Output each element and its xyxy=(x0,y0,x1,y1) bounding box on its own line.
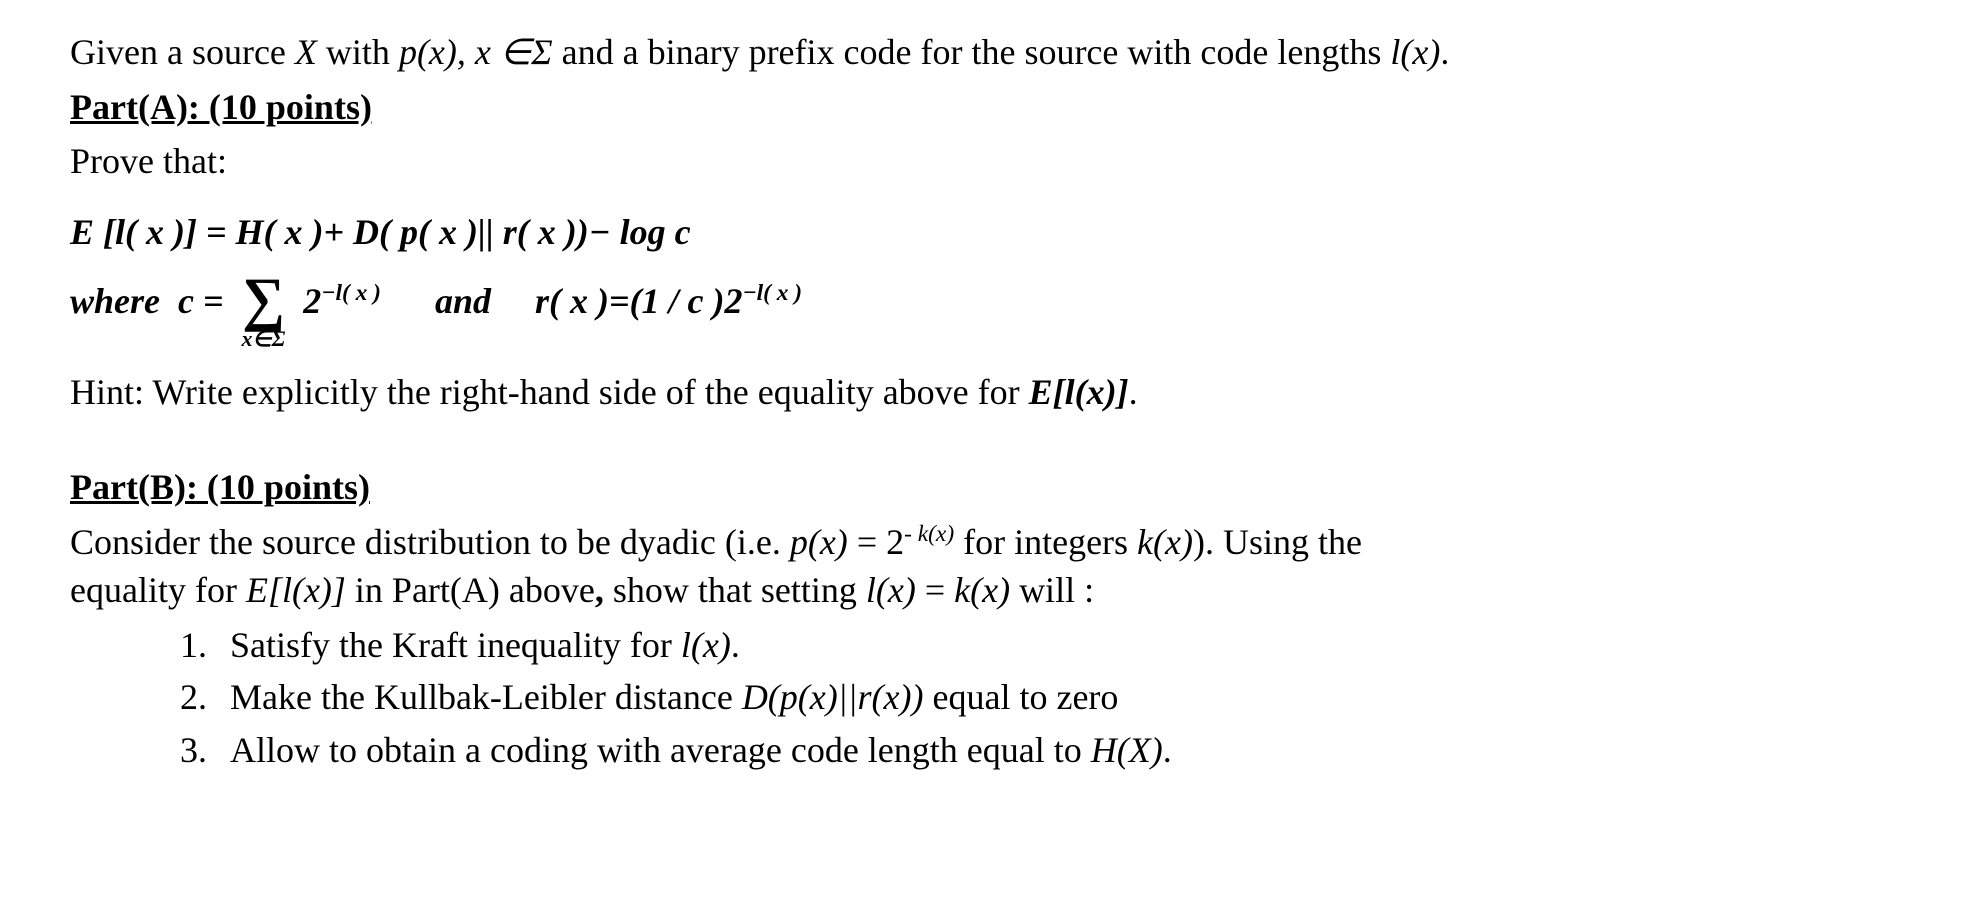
li1-lx: l(x) xyxy=(681,625,731,665)
list-item: Make the Kullbak-Leibler distance D(p(x)… xyxy=(180,673,1894,722)
summation: ∑ x∈Σ xyxy=(242,272,286,350)
li3b: . xyxy=(1163,730,1172,770)
and-label: and xyxy=(435,277,491,326)
hint-line: Hint: Write explicitly the right-hand si… xyxy=(70,368,1894,417)
intro-sigma: Σ xyxy=(531,32,561,72)
equation-block: E [l( x )] = H( x )+ D( p( x )|| r( x ))… xyxy=(70,208,1894,341)
intro-lofx: l(x) xyxy=(1390,32,1440,72)
part-b-heading-line: Part(B): (10 points) xyxy=(70,463,1894,512)
hint-elx: E[l(x)] xyxy=(1029,372,1129,412)
two-exp: −l( x ) xyxy=(321,280,381,306)
pb-exp: - k(x) xyxy=(904,521,954,547)
pb-px: p(x) xyxy=(790,522,848,562)
sum-subscript: x∈Σ xyxy=(242,328,286,350)
hint-prefix: Hint: Write explicitly the right-hand si… xyxy=(70,372,1029,412)
intro-period: . xyxy=(1440,32,1449,72)
pb-lx: l(x) xyxy=(866,570,916,610)
intro-line: Given a source X with p(x), x ∈Σ and a b… xyxy=(70,28,1894,77)
li3a: Allow to obtain a coding with average co… xyxy=(230,730,1091,770)
two-power-neg-lx: 2−l( x ) xyxy=(303,277,381,326)
pb-comma: , xyxy=(595,570,604,610)
li1b: . xyxy=(731,625,740,665)
part-b-para-line1: Consider the source distribution to be d… xyxy=(70,518,1894,567)
r-exp: −l( x ) xyxy=(742,280,802,306)
part-b-para-line2: equality for E[l(x)] in Part(A) above, s… xyxy=(70,566,1894,615)
two-base: 2 xyxy=(303,281,321,321)
li2-d: D(p(x)||r(x)) xyxy=(742,677,924,717)
li2a: Make the Kullbak-Leibler distance xyxy=(230,677,742,717)
li1a: Satisfy the Kraft inequality for xyxy=(230,625,681,665)
intro-in: ∈ xyxy=(500,32,531,72)
equation-main: E [l( x )] = H( x )+ D( p( x )|| r( x ))… xyxy=(70,208,1894,257)
pb-2a: equality for xyxy=(70,570,246,610)
pb-1c: ). Using the xyxy=(1193,522,1362,562)
list-item: Satisfy the Kraft inequality for l(x). xyxy=(180,621,1894,670)
sigma-icon: ∑ xyxy=(242,272,285,326)
pb-el: E[l(x)] xyxy=(246,570,346,610)
intro-pofx: p(x), x xyxy=(399,32,500,72)
pb-2c: show that setting xyxy=(604,570,866,610)
intro-rest: and a binary prefix code for the source … xyxy=(562,32,1391,72)
pb-eq2: = 2 xyxy=(848,522,904,562)
problem-page: Given a source X with p(x), x ∈Σ and a b… xyxy=(0,0,1964,775)
part-b-heading: Part(B): (10 points) xyxy=(70,467,370,507)
c-equals: c = xyxy=(178,277,224,326)
pb-kx: k(x) xyxy=(1137,522,1193,562)
pb-kx2: k(x) xyxy=(954,570,1010,610)
pb-2d: will : xyxy=(1010,570,1094,610)
intro-prefix: Given a source xyxy=(70,32,295,72)
li3-hx: H(X) xyxy=(1091,730,1163,770)
list-item: Allow to obtain a coding with average co… xyxy=(180,726,1894,775)
intro-with: with xyxy=(317,32,399,72)
part-a-heading-line: Part(A): (10 points) xyxy=(70,83,1894,132)
where-label: where xyxy=(70,277,160,326)
li2b: equal to zero xyxy=(924,677,1119,717)
r-definition: r( x )=(1 / c )2−l( x ) xyxy=(535,277,802,326)
prove-that: Prove that: xyxy=(70,137,1894,186)
part-a-heading: Part(A): (10 points) xyxy=(70,87,372,127)
pb-2b: in Part(A) above xyxy=(346,570,595,610)
r-eq-text: r( x )=(1 / c )2 xyxy=(535,281,742,321)
pb-1b: for integers xyxy=(954,522,1137,562)
intro-X: X xyxy=(295,32,317,72)
where-line: where c = ∑ x∈Σ 2−l( x ) and r( x )=(1 /… xyxy=(70,262,1894,340)
part-b-list: Satisfy the Kraft inequality for l(x). M… xyxy=(70,621,1894,775)
pb-1a: Consider the source distribution to be d… xyxy=(70,522,790,562)
hint-period: . xyxy=(1129,372,1138,412)
pb-2eq: = xyxy=(916,570,954,610)
